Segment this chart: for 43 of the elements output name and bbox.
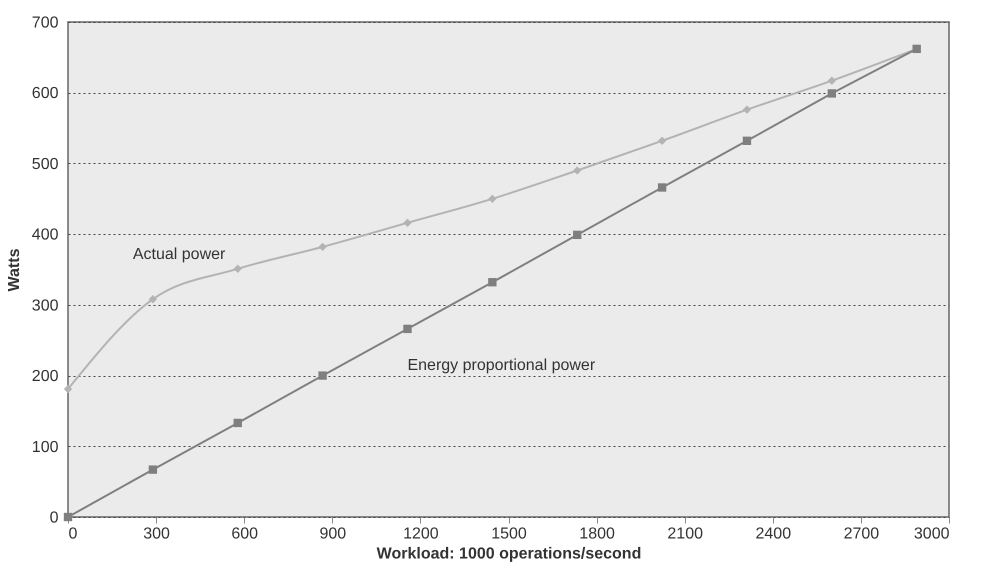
y-tick-label: 200 <box>32 368 59 386</box>
point <box>318 242 327 252</box>
point <box>64 512 72 522</box>
point <box>828 76 836 85</box>
point <box>742 106 752 114</box>
x-tick-label: 2100 <box>667 526 704 542</box>
x-tick-label: 300 <box>143 526 170 542</box>
point <box>148 295 158 304</box>
x-tick-label: 0 <box>68 526 78 542</box>
point <box>403 218 412 228</box>
point <box>234 418 242 428</box>
point <box>64 384 72 394</box>
point <box>658 183 666 192</box>
point <box>573 166 582 175</box>
series-label: Energy proportional power <box>407 356 596 374</box>
point <box>573 230 582 240</box>
y-tick-label: 100 <box>32 438 59 456</box>
y-tick-label: 300 <box>32 297 59 314</box>
point <box>488 194 497 203</box>
x-tick-label: 1500 <box>491 526 527 542</box>
point <box>234 264 242 273</box>
point <box>658 136 666 145</box>
point <box>828 89 836 98</box>
point <box>488 278 497 286</box>
x-tick-label: 2400 <box>756 526 792 542</box>
point <box>403 324 412 334</box>
point <box>742 136 752 145</box>
point <box>318 371 327 380</box>
y-tick-label: 0 <box>50 510 59 526</box>
x-tick-label: 3000 <box>914 526 950 542</box>
x-axis-title: Workload: 1000 operations/second <box>376 546 642 562</box>
x-tick-label: 1800 <box>579 526 615 542</box>
y-tick-label: 600 <box>32 85 59 102</box>
x-tick-label: 2700 <box>844 526 880 542</box>
point <box>148 465 158 474</box>
y-tick-label: 700 <box>32 14 59 32</box>
x-tick-label: 600 <box>231 526 258 542</box>
y-tick-label: 400 <box>32 226 59 244</box>
series-label: Actual power <box>132 246 226 264</box>
y-axis-title: Watts <box>6 248 23 292</box>
x-tick-label: 900 <box>319 526 346 542</box>
y-tick-label: 500 <box>32 156 59 173</box>
x-tick-label: 1200 <box>403 526 439 542</box>
